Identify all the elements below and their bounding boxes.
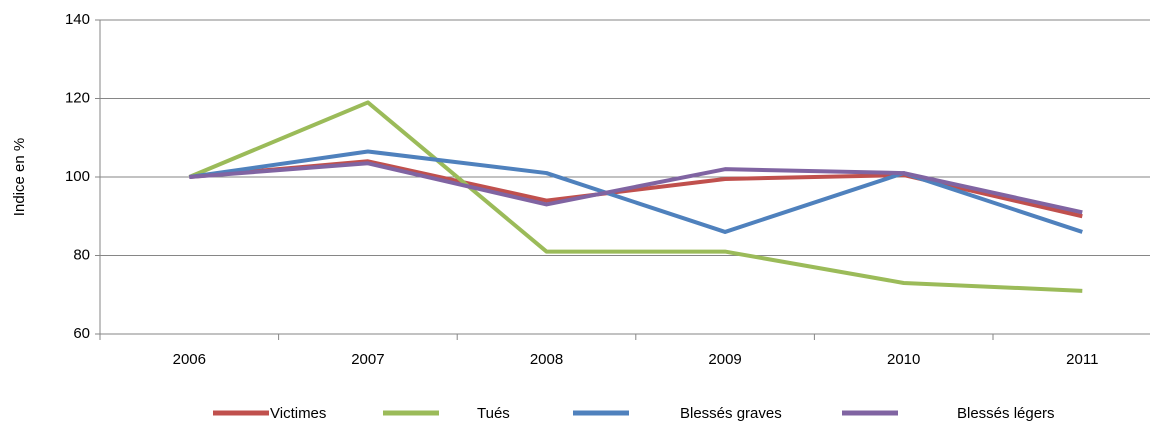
y-tick-label: 80 xyxy=(73,246,90,263)
series-line xyxy=(189,149,1083,234)
x-tick-label: 2007 xyxy=(351,351,384,368)
y-tick-label: 120 xyxy=(65,89,90,106)
legend-label: Tués xyxy=(477,405,510,422)
y-tick-label: 60 xyxy=(73,325,90,342)
legend-label: Blessés graves xyxy=(680,405,782,422)
x-tick-label: 2010 xyxy=(887,351,920,368)
series-line xyxy=(188,100,1083,293)
x-tick-label: 2011 xyxy=(1066,351,1098,368)
legend-label: Blessés légers xyxy=(957,405,1055,422)
x-tick-label: 2009 xyxy=(708,351,741,368)
y-tick-label: 140 xyxy=(65,11,90,28)
series-line xyxy=(189,161,1083,215)
legend-label: Victimes xyxy=(270,405,326,422)
x-tick-label: 2006 xyxy=(173,351,206,368)
y-axis-label: Indice en % xyxy=(11,138,28,216)
y-tick-label: 100 xyxy=(65,168,90,185)
x-tick-label: 2008 xyxy=(530,351,563,368)
